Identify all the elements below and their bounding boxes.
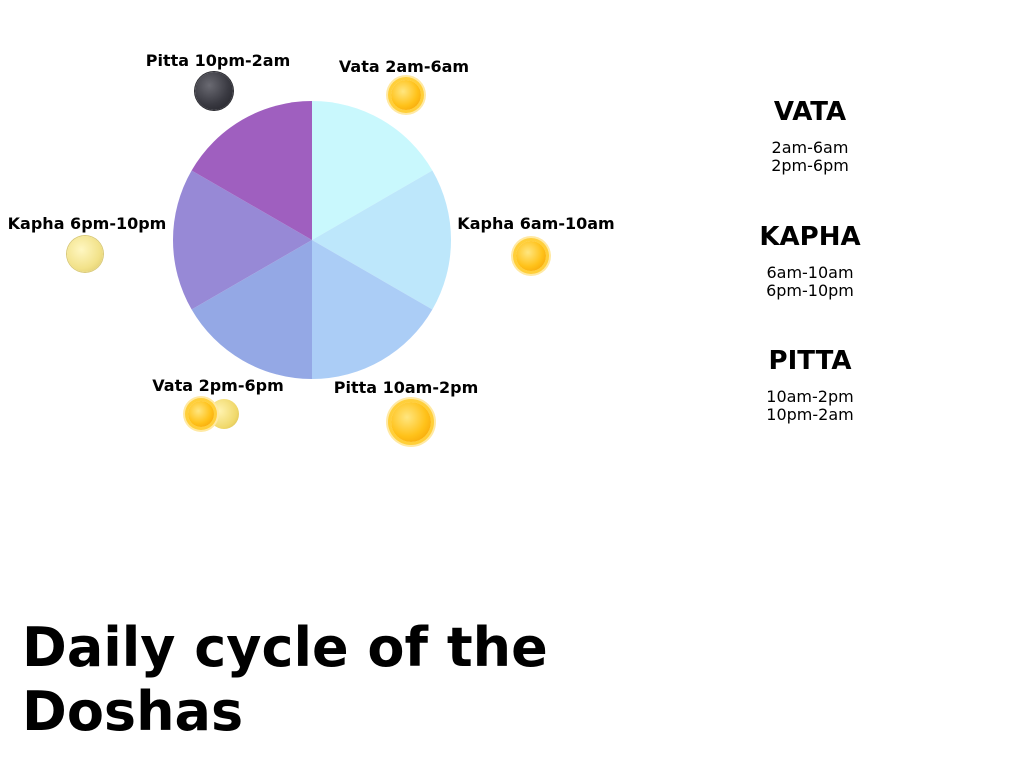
- legend-time: 2pm-6pm: [771, 156, 849, 175]
- legend-time: 10am-2pm: [766, 387, 854, 406]
- legend-title: KAPHA: [759, 222, 861, 252]
- segment-label-pitta-night: Pitta 10pm-2am: [145, 51, 291, 70]
- legend-time: 2am-6am: [771, 138, 849, 157]
- wheel-segment-vata-afternoon: [191, 240, 312, 379]
- legend-times: 10am-2pm 10pm-2am: [710, 388, 910, 424]
- sun-icon: [188, 401, 214, 427]
- legend-title: PITTA: [768, 346, 852, 376]
- wheel-segment-vata-morning: [312, 100, 433, 240]
- legend-kapha: KAPHA 6am-10am 6pm-10pm: [710, 222, 910, 300]
- legend-pitta: PITTA 10am-2pm 10pm-2am: [710, 346, 910, 424]
- legend-vata: VATA 2am-6am 2pm-6pm: [710, 97, 910, 175]
- wheel-segment-pitta-midday: [312, 240, 433, 380]
- sun-icon: [391, 80, 421, 110]
- sun-icon: [391, 402, 431, 442]
- legend-title: VATA: [773, 97, 847, 127]
- segment-label-kapha-morning: Kapha 6am-10am: [457, 214, 615, 233]
- segment-label-pitta-midday: Pitta 10am-2pm: [333, 378, 479, 397]
- crescent-moon-icon: [209, 399, 239, 429]
- legend-times: 2am-6am 2pm-6pm: [710, 139, 910, 175]
- full-moon-icon: [67, 236, 103, 272]
- wheel-segment-pitta-night: [191, 101, 312, 240]
- legend-times: 6am-10am 6pm-10pm: [710, 264, 910, 300]
- legend-time: 10pm-2am: [766, 405, 854, 424]
- sun-icon: [516, 241, 546, 271]
- wheel-segment-kapha-evening: [172, 170, 312, 310]
- segment-label-kapha-evening: Kapha 6pm-10pm: [7, 214, 167, 233]
- legend-time: 6pm-10pm: [766, 281, 854, 300]
- page-title: Daily cycle of the Doshas: [22, 616, 548, 743]
- legend-time: 6am-10am: [766, 263, 854, 282]
- wheel-segment-kapha-morning: [312, 170, 452, 310]
- segment-label-vata-afternoon: Vata 2pm-6pm: [152, 376, 284, 395]
- segment-label-vata-morning: Vata 2am-6am: [338, 57, 470, 76]
- dark-moon-icon: [195, 72, 233, 110]
